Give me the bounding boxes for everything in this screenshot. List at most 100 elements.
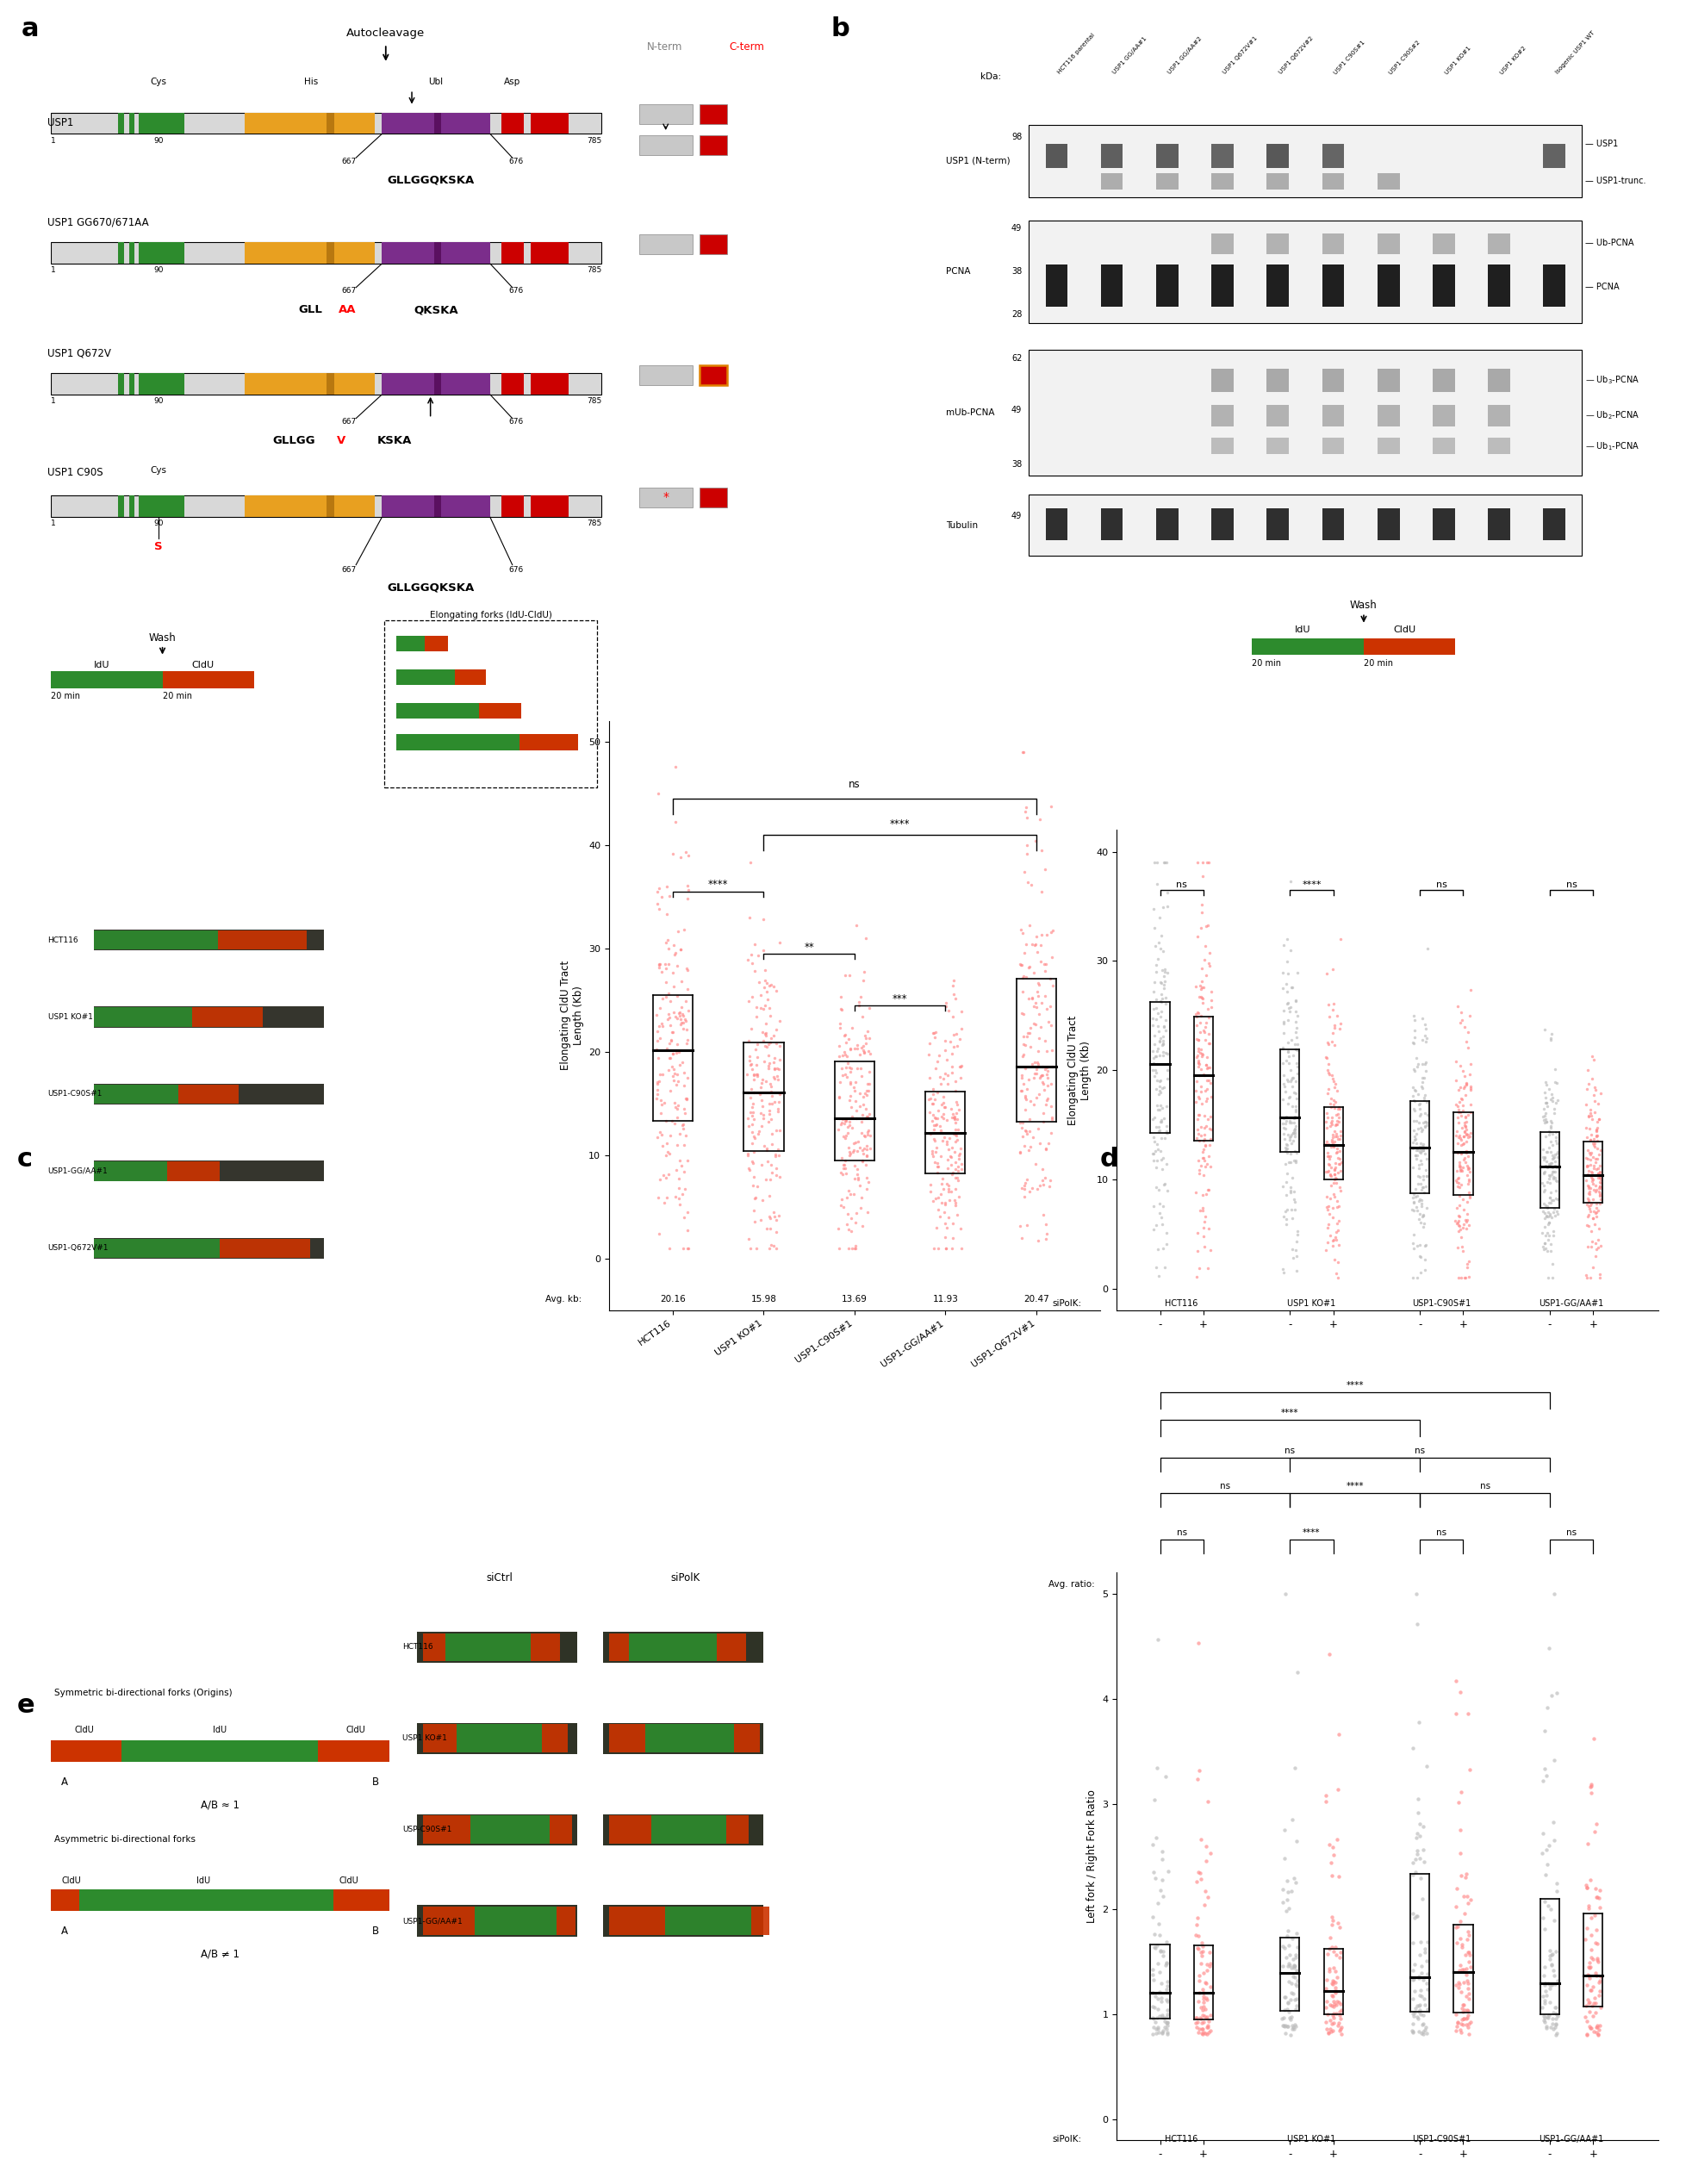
Text: 785: 785 bbox=[587, 266, 602, 275]
Point bbox=[942, 1188, 970, 1223]
Bar bbox=[220, 1238, 310, 1258]
Point bbox=[1533, 1848, 1560, 1883]
Point bbox=[1318, 1979, 1345, 2014]
Point bbox=[1450, 1140, 1477, 1175]
Point bbox=[1411, 1251, 1438, 1286]
Point bbox=[1315, 1127, 1342, 1162]
Point bbox=[1452, 1203, 1479, 1238]
Point bbox=[1457, 972, 1484, 1007]
Point bbox=[1577, 1138, 1604, 1173]
Point bbox=[1325, 1859, 1352, 1894]
Point bbox=[1575, 1182, 1602, 1216]
Point bbox=[922, 1129, 949, 1164]
Point bbox=[1447, 1136, 1474, 1171]
Point bbox=[1272, 1208, 1299, 1243]
Point bbox=[1277, 1144, 1305, 1179]
Point bbox=[1577, 2011, 1604, 2046]
Point bbox=[927, 1177, 954, 1212]
Point bbox=[1415, 1972, 1442, 2007]
Text: His: His bbox=[305, 76, 318, 85]
Point bbox=[1276, 1948, 1303, 1983]
Point bbox=[1531, 1968, 1558, 2003]
Point bbox=[1541, 1149, 1568, 1184]
Point bbox=[829, 1057, 856, 1092]
Point bbox=[660, 970, 687, 1005]
Point bbox=[1453, 1112, 1480, 1147]
Point bbox=[1401, 1083, 1428, 1118]
Point bbox=[645, 871, 672, 906]
Point bbox=[1408, 1068, 1435, 1103]
Point bbox=[1195, 1880, 1222, 1915]
Point bbox=[1024, 974, 1051, 1009]
Point bbox=[1154, 1116, 1181, 1151]
Bar bbox=[1543, 144, 1565, 168]
Point bbox=[1411, 2014, 1438, 2049]
Point bbox=[1457, 1070, 1484, 1105]
Point bbox=[948, 1061, 975, 1096]
Point bbox=[1536, 1179, 1563, 1214]
Point bbox=[1409, 2016, 1437, 2051]
Point bbox=[1186, 1005, 1213, 1040]
Point bbox=[1271, 1931, 1298, 1966]
Text: 62: 62 bbox=[1012, 354, 1022, 363]
Point bbox=[766, 1029, 794, 1064]
Point bbox=[1142, 1040, 1169, 1075]
Point bbox=[1188, 1075, 1215, 1109]
Point bbox=[1536, 1197, 1563, 1232]
Point bbox=[1014, 828, 1041, 863]
Point bbox=[1315, 1057, 1342, 1092]
Point bbox=[753, 1162, 780, 1197]
Point bbox=[1582, 1195, 1609, 1230]
Text: 20 min: 20 min bbox=[51, 692, 80, 701]
Point bbox=[1327, 1011, 1354, 1046]
Bar bbox=[178, 1085, 239, 1103]
Point bbox=[1151, 1037, 1178, 1072]
Point bbox=[948, 1011, 975, 1046]
Point bbox=[1274, 1992, 1301, 2027]
Point bbox=[849, 1101, 876, 1136]
Point bbox=[1269, 954, 1296, 989]
Text: IdU: IdU bbox=[213, 1725, 227, 1734]
Point bbox=[1403, 1179, 1430, 1214]
Point bbox=[1582, 1118, 1609, 1153]
Point bbox=[1037, 961, 1064, 996]
Text: ns: ns bbox=[1220, 1483, 1230, 1489]
Point bbox=[672, 834, 699, 869]
Point bbox=[1152, 845, 1179, 880]
Point bbox=[1188, 1031, 1215, 1066]
Point bbox=[1184, 1079, 1211, 1114]
Point bbox=[854, 1164, 882, 1199]
Point bbox=[1151, 1009, 1178, 1044]
Point bbox=[1585, 1979, 1612, 2014]
Point bbox=[1401, 1173, 1428, 1208]
Point bbox=[1399, 1079, 1426, 1114]
Point bbox=[1399, 1083, 1426, 1118]
Text: siPolK:: siPolK: bbox=[1052, 1299, 1083, 1308]
Bar bbox=[640, 487, 692, 507]
Point bbox=[1149, 1026, 1176, 1061]
Point bbox=[1315, 1996, 1342, 2031]
Point bbox=[917, 1175, 944, 1210]
Point bbox=[1283, 1232, 1310, 1267]
Point bbox=[1577, 1177, 1604, 1212]
Point bbox=[665, 1171, 692, 1206]
Point bbox=[1533, 1085, 1560, 1120]
Point bbox=[1008, 1057, 1036, 1092]
Point bbox=[1151, 1035, 1178, 1070]
Point bbox=[1274, 1131, 1301, 1166]
Point bbox=[1154, 1972, 1181, 2007]
Point bbox=[1183, 2001, 1210, 2035]
Point bbox=[1144, 996, 1171, 1031]
Point bbox=[1272, 1981, 1299, 2016]
Point bbox=[1152, 1035, 1179, 1070]
Point bbox=[927, 1066, 954, 1101]
Point bbox=[1154, 1983, 1181, 2018]
Point bbox=[843, 1094, 870, 1129]
Point bbox=[1401, 1123, 1428, 1158]
Point bbox=[1535, 1090, 1562, 1125]
Point bbox=[1442, 1118, 1469, 1153]
Point bbox=[844, 1162, 871, 1197]
Point bbox=[1447, 1966, 1474, 2001]
Point bbox=[1572, 1162, 1599, 1197]
Point bbox=[1189, 1210, 1217, 1245]
